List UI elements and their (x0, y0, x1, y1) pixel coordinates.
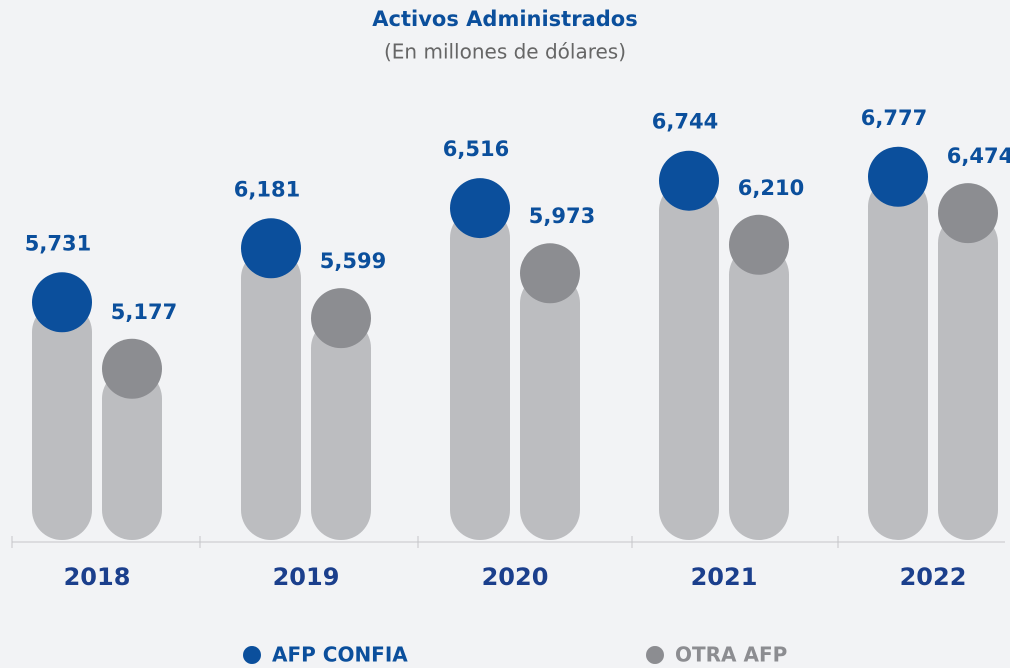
bar (520, 273, 580, 540)
x-tick-label: 2019 (273, 563, 340, 591)
data-label: 5,177 (111, 300, 177, 324)
legend-marker (243, 646, 261, 664)
legend-label: AFP CONFIA (272, 643, 408, 667)
bar-cap (32, 272, 92, 333)
chart-subtitle: (En millones de dólares) (384, 40, 626, 64)
data-label: 5,973 (529, 204, 595, 228)
data-label: 6,516 (443, 137, 509, 161)
bar-cap (868, 146, 928, 207)
legend-label: OTRA AFP (675, 643, 787, 667)
chart-title: Activos Administrados (372, 7, 637, 31)
bar (868, 176, 928, 540)
legend-marker (646, 646, 664, 664)
x-tick-label: 2020 (482, 563, 549, 591)
bar-cap (311, 288, 371, 349)
bar (729, 244, 789, 541)
bar-cap (659, 150, 719, 211)
bar (241, 248, 301, 540)
x-axis (11, 536, 1005, 548)
x-tick-label: 2022 (900, 563, 967, 591)
bar-cap (520, 243, 580, 304)
data-label: 5,599 (320, 249, 386, 273)
bar (311, 318, 371, 540)
bar-cap (102, 338, 162, 399)
bar (659, 180, 719, 540)
data-label: 6,474 (947, 144, 1010, 168)
bar-cap (729, 214, 789, 275)
data-label: 6,744 (652, 110, 718, 134)
bar-cap (938, 183, 998, 244)
bar (450, 208, 510, 540)
data-label: 5,731 (25, 231, 91, 255)
bar (938, 213, 998, 540)
data-label: 6,210 (738, 176, 804, 200)
x-tick-label: 2021 (691, 563, 758, 591)
bar-cap (241, 218, 301, 279)
data-label: 6,181 (234, 177, 300, 201)
bar (102, 368, 162, 540)
data-label: 6,777 (861, 106, 927, 130)
bar-cap (450, 178, 510, 239)
x-tick-label: 2018 (64, 563, 131, 591)
bar (32, 302, 92, 540)
